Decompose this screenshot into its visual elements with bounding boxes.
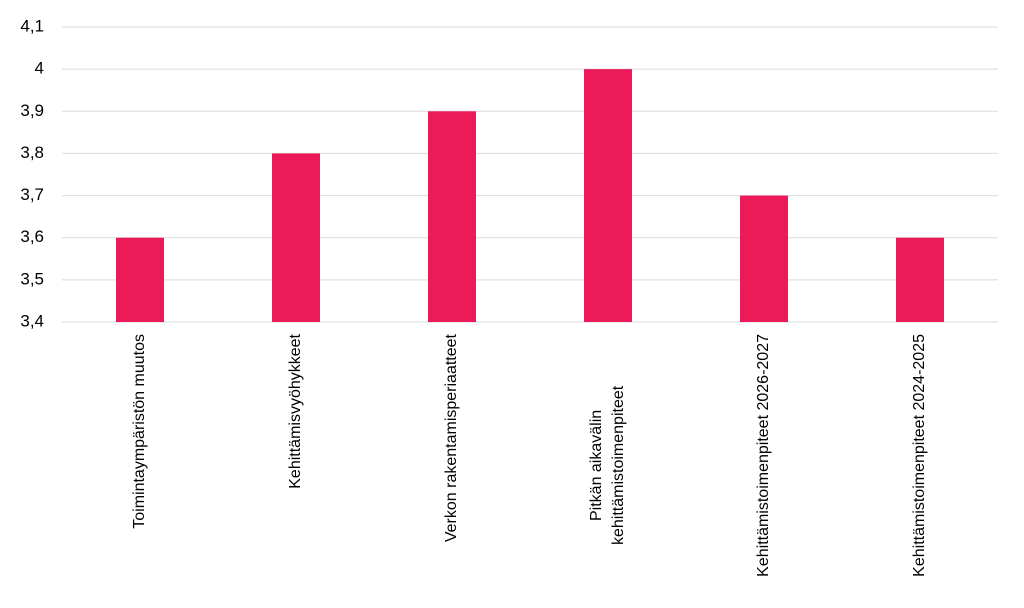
x-tick-label: Kehittämisvyöhykkeet <box>287 334 304 489</box>
x-tick-label-box: Kehittämistoimenpiteet 2026-2027 <box>704 334 824 600</box>
y-tick-label: 4 <box>35 59 44 78</box>
x-tick-label: Kehittämistoimenpiteet 2026-2027 <box>755 334 772 577</box>
bar <box>584 69 632 323</box>
y-tick-label: 3,6 <box>20 227 44 246</box>
y-tick-label: 3,8 <box>20 143 44 162</box>
x-tick-label-box: Toimintaympäristön muutos <box>80 334 200 600</box>
x-tick-label-box: Kehittämisvyöhykkeet <box>236 334 356 600</box>
y-tick-label: 3,7 <box>20 185 44 204</box>
y-tick-label: 3,9 <box>20 101 44 120</box>
x-tick-label: Kehittämistoimenpiteet 2024-2025 <box>911 334 928 577</box>
x-tick-label: Pitkän aikavälin kehittämistoimenpiteet <box>588 385 627 545</box>
bar <box>272 153 320 322</box>
y-tick-label: 3,5 <box>20 269 44 288</box>
bar <box>740 195 788 322</box>
bar <box>428 111 476 323</box>
bar <box>116 237 164 322</box>
y-tick-label: 3,4 <box>20 311 44 330</box>
x-tick-label-box: Pitkän aikavälin kehittämistoimenpiteet <box>548 334 668 600</box>
bar <box>896 237 944 322</box>
x-tick-label: Verkon rakentamisperiaatteet <box>443 334 460 543</box>
x-tick-label: Toimintaympäristön muutos <box>131 334 148 529</box>
x-tick-label-box: Verkon rakentamisperiaatteet <box>392 334 512 600</box>
y-tick-label: 4,1 <box>20 16 44 35</box>
x-tick-label-box: Kehittämistoimenpiteet 2024-2025 <box>860 334 980 600</box>
